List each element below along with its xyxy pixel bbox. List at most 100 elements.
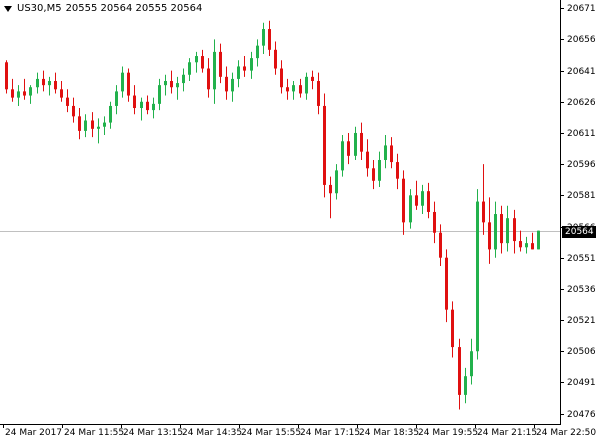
candle-body <box>415 195 418 206</box>
candle <box>23 78 26 100</box>
candle <box>237 60 240 88</box>
candle <box>421 184 424 215</box>
candle-body <box>127 72 130 96</box>
candle <box>347 132 350 165</box>
candle <box>482 164 485 235</box>
candle-body <box>305 76 308 94</box>
candle <box>176 76 179 100</box>
candle-body <box>445 257 448 310</box>
candle-body <box>274 49 277 69</box>
candle <box>525 236 528 254</box>
candle <box>66 89 69 113</box>
candle-body <box>280 68 283 88</box>
candle-body <box>476 201 479 352</box>
candle-body <box>531 243 534 250</box>
candle <box>158 78 161 111</box>
candle <box>384 135 387 169</box>
candle <box>78 108 81 140</box>
candle <box>146 95 149 115</box>
candle <box>91 112 94 138</box>
candle-body <box>109 105 112 123</box>
chart-header: US30,M5 20555 20564 20555 20564 <box>4 3 202 14</box>
y-tick-label: 20491 <box>567 377 596 388</box>
y-tick-label: 20551 <box>567 253 596 264</box>
candle <box>109 101 112 129</box>
candle <box>54 72 57 94</box>
candle <box>201 49 204 73</box>
candle <box>84 114 87 138</box>
candle <box>274 41 277 75</box>
candle <box>396 153 399 190</box>
candle <box>451 301 454 358</box>
x-tick-label: 24 Mar 22:50 <box>536 428 597 438</box>
candle-body <box>115 91 118 106</box>
symbol-timeframe-label: US30,M5 <box>17 3 62 14</box>
candle <box>390 137 393 169</box>
candle-body <box>66 97 69 106</box>
candle-body <box>421 191 424 206</box>
candle-body <box>378 159 381 181</box>
candle <box>268 20 271 57</box>
y-tick-label: 20476 <box>567 409 596 420</box>
y-tick-label: 20506 <box>567 346 596 357</box>
candle-body <box>256 45 259 59</box>
x-tick-label: 24 Mar 21:15 <box>477 428 538 438</box>
candle-body <box>250 58 253 71</box>
candle <box>292 80 295 100</box>
candle <box>72 97 75 123</box>
y-tick-label: 20611 <box>567 128 596 139</box>
candle <box>182 68 185 92</box>
x-tick-label: 24 Mar 2017 <box>5 428 63 438</box>
candle <box>36 72 39 94</box>
y-tick-label: 20536 <box>567 284 596 295</box>
candle-body <box>286 87 289 92</box>
candle-body <box>182 74 185 84</box>
candle <box>458 338 461 410</box>
candle-body <box>158 85 161 104</box>
candle-body <box>201 56 204 69</box>
candle-body <box>140 101 143 109</box>
dropdown-triangle-icon[interactable] <box>4 5 12 12</box>
candle-body <box>42 78 45 86</box>
candle-body <box>317 80 320 106</box>
candle <box>231 72 234 102</box>
candle-body <box>513 218 516 242</box>
candle-body <box>347 141 350 156</box>
candle-body <box>488 222 491 250</box>
candle <box>48 76 51 96</box>
candle-body <box>433 211 436 233</box>
candle <box>121 66 124 98</box>
candle <box>323 93 326 198</box>
x-axis-ticks <box>3 424 535 428</box>
candle-body <box>366 151 369 169</box>
candle-body <box>525 243 528 248</box>
candle <box>170 70 173 94</box>
candle-body <box>36 78 39 88</box>
candle-body <box>494 214 497 250</box>
candle <box>513 209 516 254</box>
candle-body <box>311 76 314 81</box>
candle-body <box>195 56 198 63</box>
candle-body <box>170 80 173 88</box>
y-tick-label: 20671 <box>567 3 596 14</box>
candle <box>133 85 136 115</box>
candle <box>354 126 357 160</box>
candle <box>225 66 228 100</box>
x-tick-label: 24 Mar 17:15 <box>300 428 361 438</box>
candle <box>433 201 436 244</box>
candle <box>280 60 283 94</box>
candle-body <box>299 85 302 94</box>
x-tick-label: 24 Mar 15:55 <box>241 428 302 438</box>
candle <box>127 68 130 102</box>
candle <box>262 22 265 54</box>
candle <box>188 58 191 81</box>
candle-body <box>225 76 228 92</box>
candle-body <box>439 232 442 258</box>
candle-body <box>219 51 222 77</box>
candle-body <box>427 191 430 212</box>
candle-body <box>91 120 94 129</box>
candle <box>366 139 369 177</box>
candle <box>5 60 8 94</box>
